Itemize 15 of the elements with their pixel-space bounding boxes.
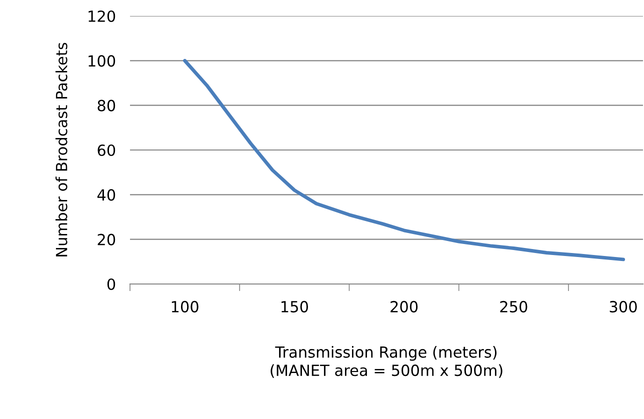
y-tick-label: 100 [88, 55, 116, 67]
x-tick-label: 300 [610, 300, 637, 312]
y-tick-label: 0 [107, 278, 116, 290]
line-series [183, 58, 626, 262]
y-tick-label: 120 [88, 10, 116, 22]
y-tick-label: 40 [97, 189, 116, 201]
x-tick-label: 150 [282, 300, 308, 312]
y-tick-label: 60 [98, 144, 116, 156]
y-tick-label: 80 [98, 100, 116, 112]
y-axis-title: Number of Brodcast Packets [55, 42, 68, 256]
x-tick-label: 200 [390, 300, 418, 312]
x-tick-label: 250 [500, 300, 528, 312]
x-axis-title: Transmission Range (meters) (MANET area = 500m x 500m) [270, 346, 502, 378]
x-tick-label: 100 [172, 300, 198, 312]
y-tick-label: 20 [98, 234, 116, 246]
